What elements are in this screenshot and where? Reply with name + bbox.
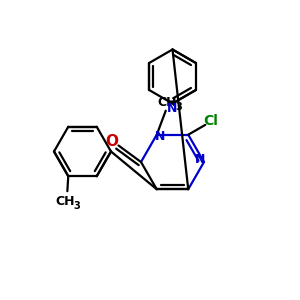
Text: N: N [195,153,206,166]
Text: N: N [155,130,166,143]
Text: CH: CH [158,96,177,109]
Text: 3: 3 [73,201,80,211]
Text: 3: 3 [175,102,182,112]
Text: N: N [167,102,178,116]
Text: CH: CH [56,195,75,208]
Text: Cl: Cl [203,114,218,128]
Text: O: O [105,134,119,149]
